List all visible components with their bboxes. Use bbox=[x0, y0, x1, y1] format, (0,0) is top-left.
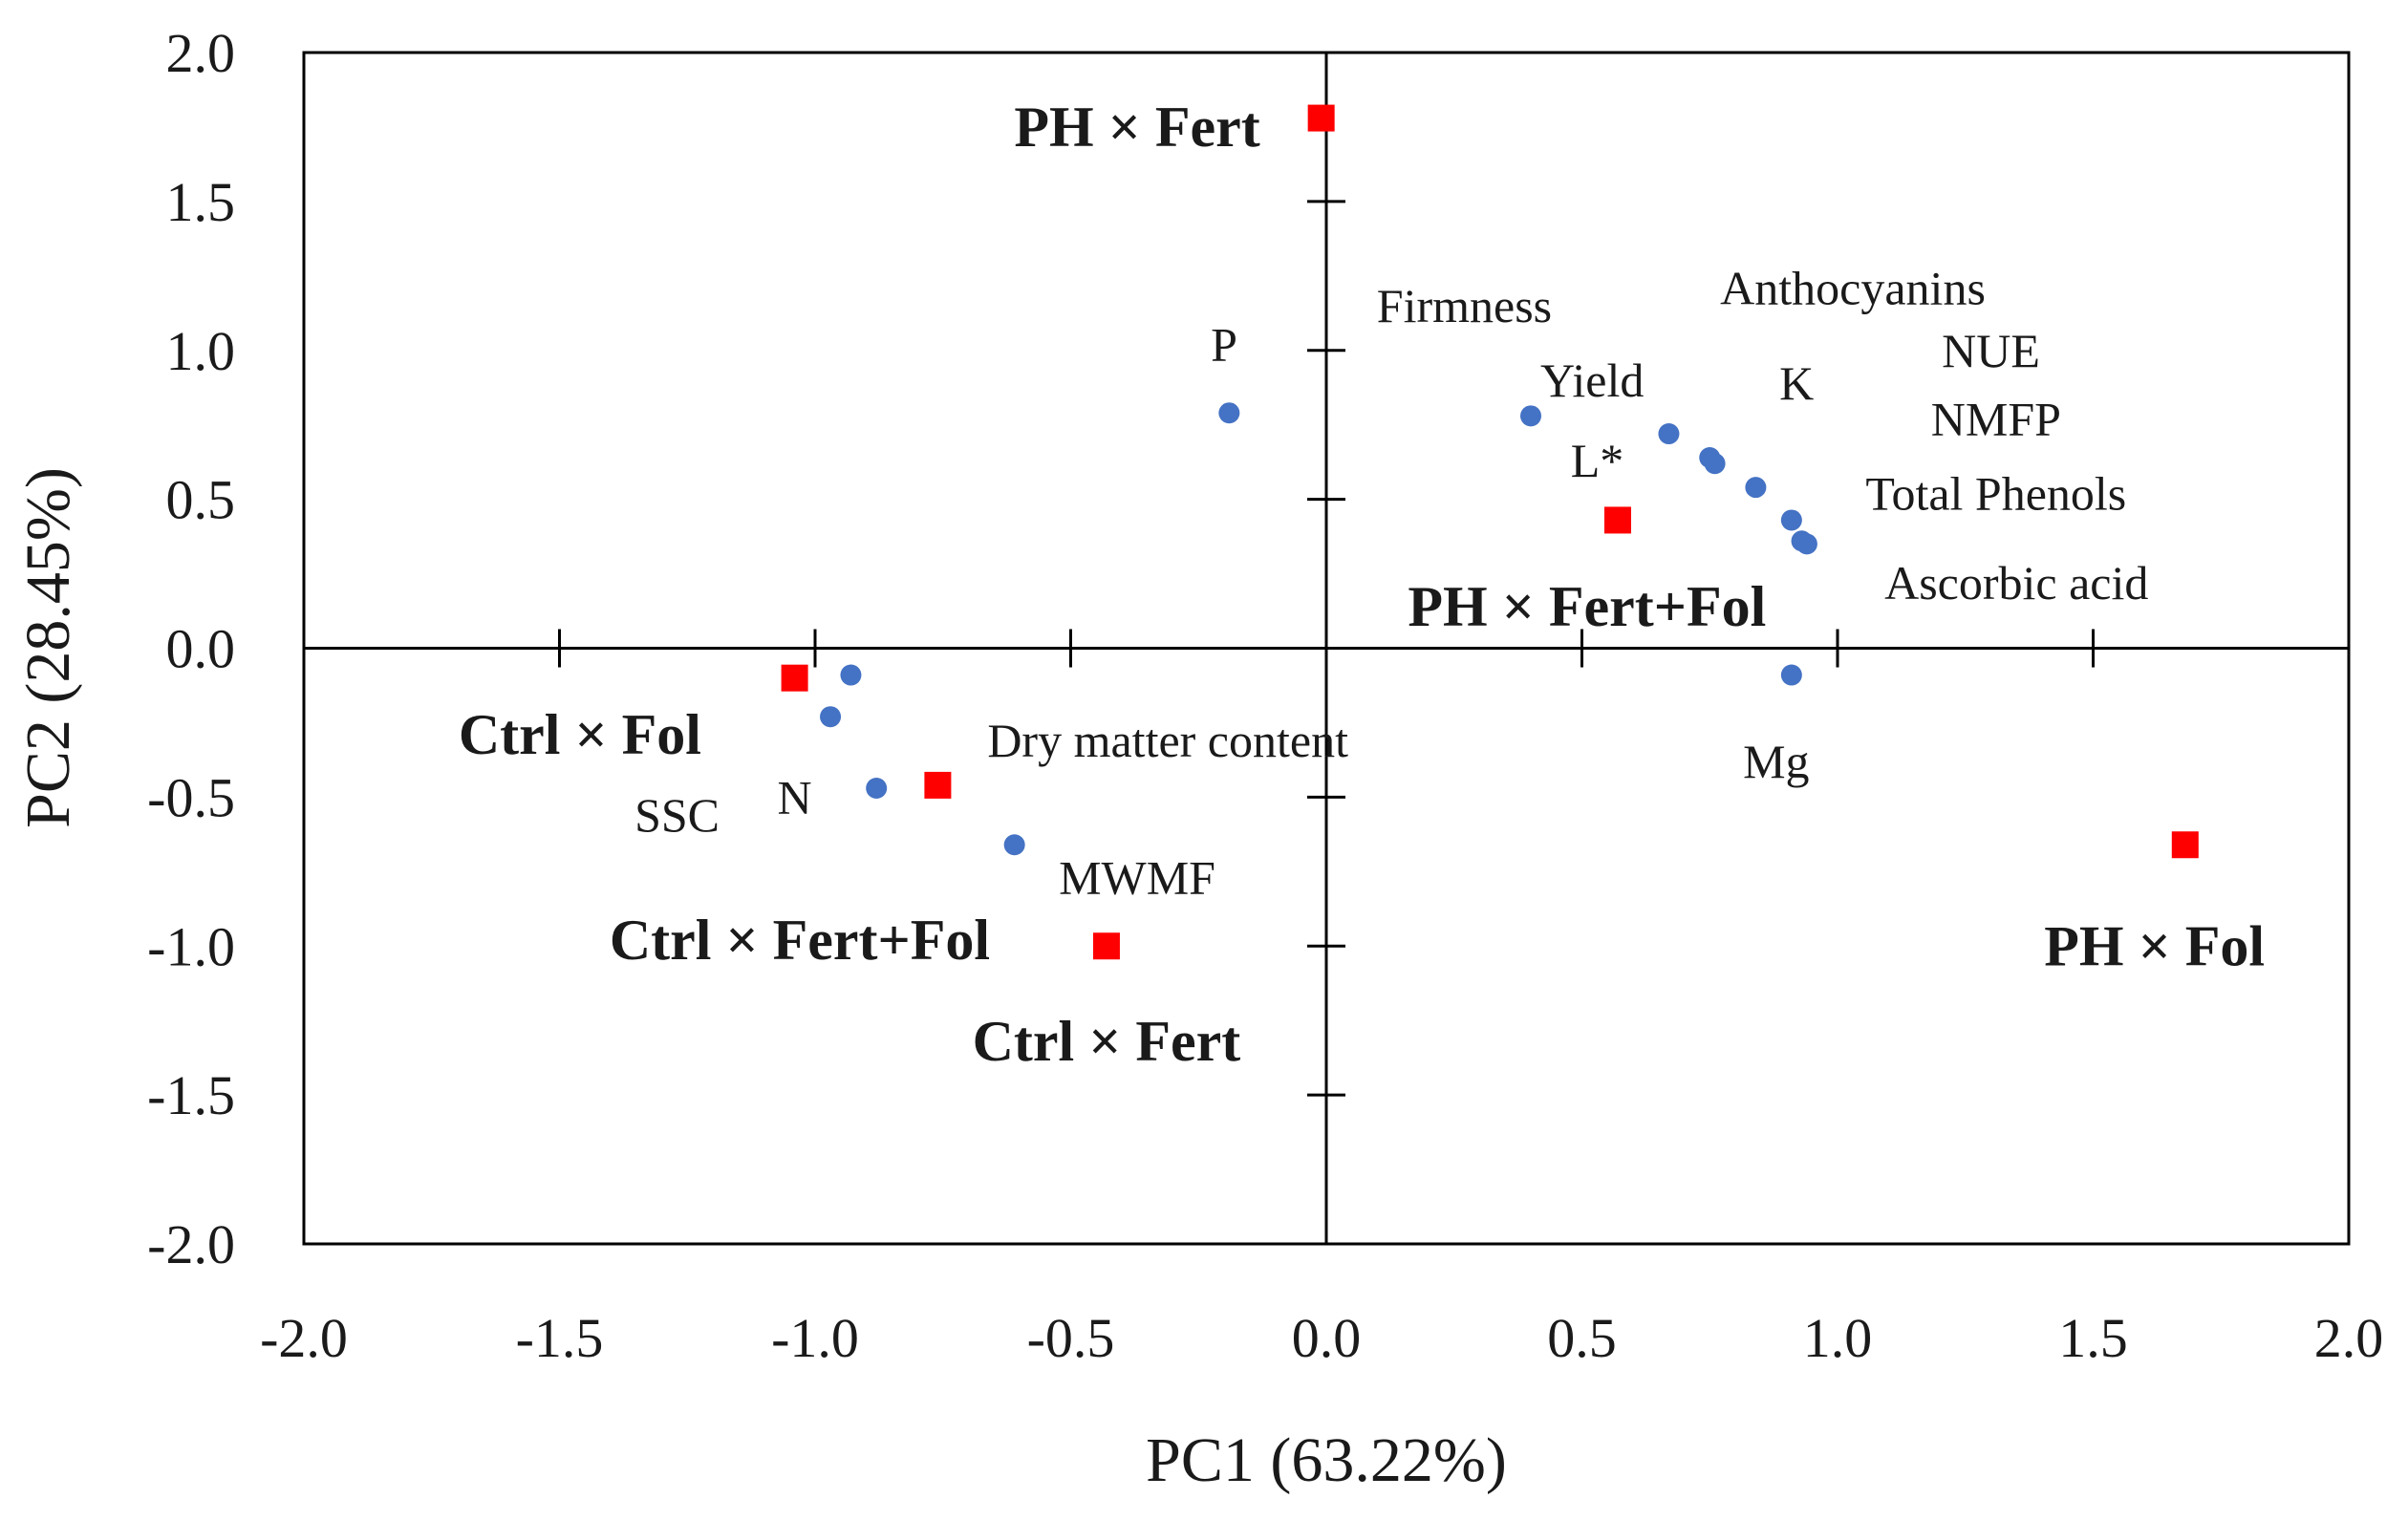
variable-label: Mg bbox=[1743, 735, 1809, 788]
variable-label: Ascorbic acid bbox=[1884, 556, 2148, 610]
variable-label: Firmness bbox=[1377, 279, 1552, 332]
variable-point bbox=[1745, 477, 1767, 499]
y-axis-title: PC2 (28.45%) bbox=[13, 467, 83, 828]
variable-label: NMFP bbox=[1931, 392, 2061, 445]
treatment-label: Ctrl × Fol bbox=[459, 703, 701, 766]
x-tick-label: 1.0 bbox=[1803, 1307, 1873, 1369]
y-tick-label: 0.5 bbox=[166, 469, 236, 531]
y-tick-label: 2.0 bbox=[166, 22, 236, 84]
variable-point bbox=[866, 778, 888, 800]
x-tick-label: 1.5 bbox=[2058, 1307, 2128, 1369]
variable-label: P bbox=[1211, 318, 1237, 372]
variable-point bbox=[840, 664, 862, 686]
x-tick-label: 0.5 bbox=[1547, 1307, 1617, 1369]
variable-label: Total Phenols bbox=[1865, 466, 2126, 520]
variable-point bbox=[1520, 405, 1541, 427]
variable-point bbox=[1218, 402, 1240, 424]
x-tick-label: -1.0 bbox=[771, 1307, 859, 1369]
variable-point bbox=[1704, 453, 1726, 475]
treatment-point bbox=[2171, 831, 2199, 859]
variable-label: Anthocyanins bbox=[1720, 261, 1986, 314]
variable-label: MWMF bbox=[1059, 851, 1215, 905]
variable-point bbox=[1780, 664, 1802, 686]
variable-label: SSC bbox=[634, 788, 720, 842]
treatment-label: PH × Fol bbox=[2044, 914, 2265, 977]
y-tick-label: -2.0 bbox=[147, 1213, 235, 1275]
variable-point bbox=[1795, 533, 1817, 555]
variable-point bbox=[820, 706, 842, 728]
variable-label: Dry matter content bbox=[987, 714, 1348, 767]
variable-label: K bbox=[1779, 356, 1814, 410]
treatment-point bbox=[781, 664, 808, 692]
x-tick-label: 2.0 bbox=[2314, 1307, 2384, 1369]
treatment-point bbox=[1092, 932, 1120, 960]
x-tick-label: -2.0 bbox=[260, 1307, 348, 1369]
variable-point bbox=[1780, 509, 1802, 531]
y-tick-label: -0.5 bbox=[147, 766, 235, 828]
treatment-point bbox=[1603, 506, 1631, 534]
x-axis-title: PC1 (63.22%) bbox=[1146, 1425, 1507, 1495]
treatment-label: Ctrl × Fert bbox=[973, 1010, 1241, 1073]
variable-point bbox=[1003, 834, 1025, 856]
variable-label: N bbox=[778, 770, 812, 824]
x-tick-label: -1.5 bbox=[516, 1307, 604, 1369]
variable-label: L* bbox=[1571, 434, 1624, 487]
treatment-label: Ctrl × Fert+Fol bbox=[610, 909, 990, 972]
treatment-point bbox=[1307, 104, 1335, 132]
y-tick-label: -1.0 bbox=[147, 915, 235, 977]
y-tick-label: 1.5 bbox=[166, 171, 236, 233]
treatment-label: PH × Fert bbox=[1014, 96, 1259, 159]
treatment-point bbox=[924, 771, 952, 799]
variable-label: NUE bbox=[1942, 324, 2040, 377]
variable-label: Yield bbox=[1540, 353, 1644, 407]
x-tick-label: -0.5 bbox=[1027, 1307, 1115, 1369]
variable-point bbox=[1658, 423, 1680, 445]
y-tick-label: 1.0 bbox=[166, 320, 236, 382]
x-tick-label: 0.0 bbox=[1292, 1307, 1362, 1369]
y-tick-label: -1.5 bbox=[147, 1064, 235, 1126]
treatment-label: PH × Fert+Fol bbox=[1408, 575, 1766, 638]
y-tick-label: 0.0 bbox=[166, 618, 236, 680]
